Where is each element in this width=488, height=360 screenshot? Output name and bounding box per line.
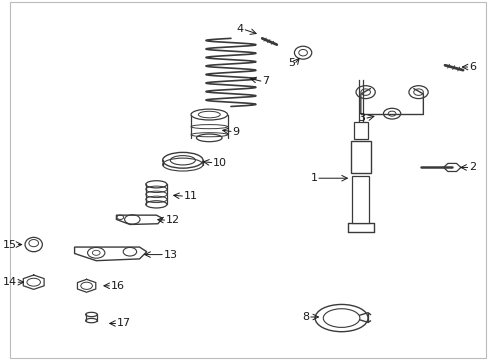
Text: 13: 13 <box>163 249 177 260</box>
Text: 9: 9 <box>232 127 239 136</box>
Text: 4: 4 <box>236 24 244 35</box>
Text: 1: 1 <box>310 173 317 183</box>
FancyBboxPatch shape <box>353 122 367 139</box>
Text: 11: 11 <box>183 191 197 201</box>
Text: 5: 5 <box>287 58 294 68</box>
Text: 12: 12 <box>165 215 180 225</box>
FancyBboxPatch shape <box>351 176 369 223</box>
Text: 3: 3 <box>358 113 365 123</box>
Text: 16: 16 <box>110 281 124 291</box>
Text: 8: 8 <box>302 312 309 322</box>
Text: 7: 7 <box>262 76 269 86</box>
FancyBboxPatch shape <box>350 140 370 173</box>
Text: 10: 10 <box>213 158 226 168</box>
Text: 15: 15 <box>3 239 17 249</box>
Text: 6: 6 <box>468 62 475 72</box>
Text: 14: 14 <box>3 277 17 287</box>
Text: 17: 17 <box>117 319 131 328</box>
Text: 2: 2 <box>468 162 475 172</box>
